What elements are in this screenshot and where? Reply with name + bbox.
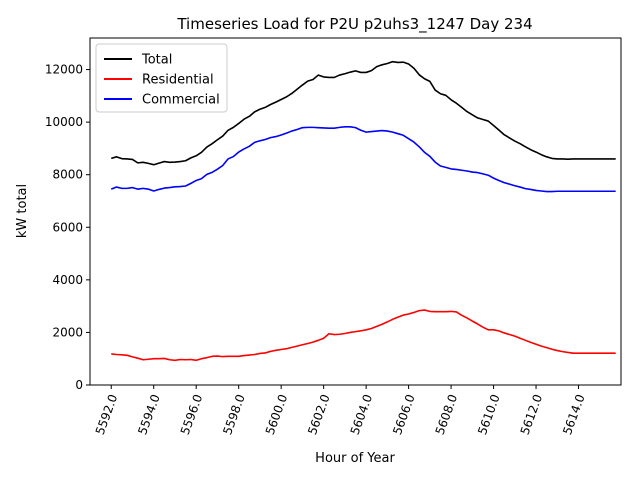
series-layer: [110, 60, 616, 362]
y-tick-label: 4000: [52, 273, 83, 287]
legend: Total Residential Commercial: [95, 43, 228, 113]
series-line-commercial: [110, 126, 616, 193]
y-tick-label: 0: [75, 378, 83, 392]
legend-label-commercial: Commercial: [142, 93, 220, 108]
plot-frame: [89, 37, 622, 386]
y-tick-label: 6000: [52, 220, 83, 234]
legend-label-residential: Residential: [142, 73, 214, 88]
y-tick-label: 10000: [45, 115, 83, 129]
y-axis: 0 2000 4000 6000 8000 10000 12000: [45, 63, 90, 392]
y-tick-label: 12000: [45, 63, 83, 77]
y-tick-label: 2000: [52, 325, 83, 339]
series-line-residential: [111, 309, 616, 362]
x-axis-label: Hour of Year: [315, 451, 395, 466]
y-axis-label: kW total: [15, 184, 30, 238]
legend-label-total: Total: [141, 53, 172, 68]
legend-box: [95, 43, 228, 113]
y-tick-label: 8000: [52, 168, 83, 182]
series-line-total: [111, 60, 616, 166]
chart-title: Timeseries Load for P2U p2uhs3_1247 Day …: [176, 15, 532, 34]
